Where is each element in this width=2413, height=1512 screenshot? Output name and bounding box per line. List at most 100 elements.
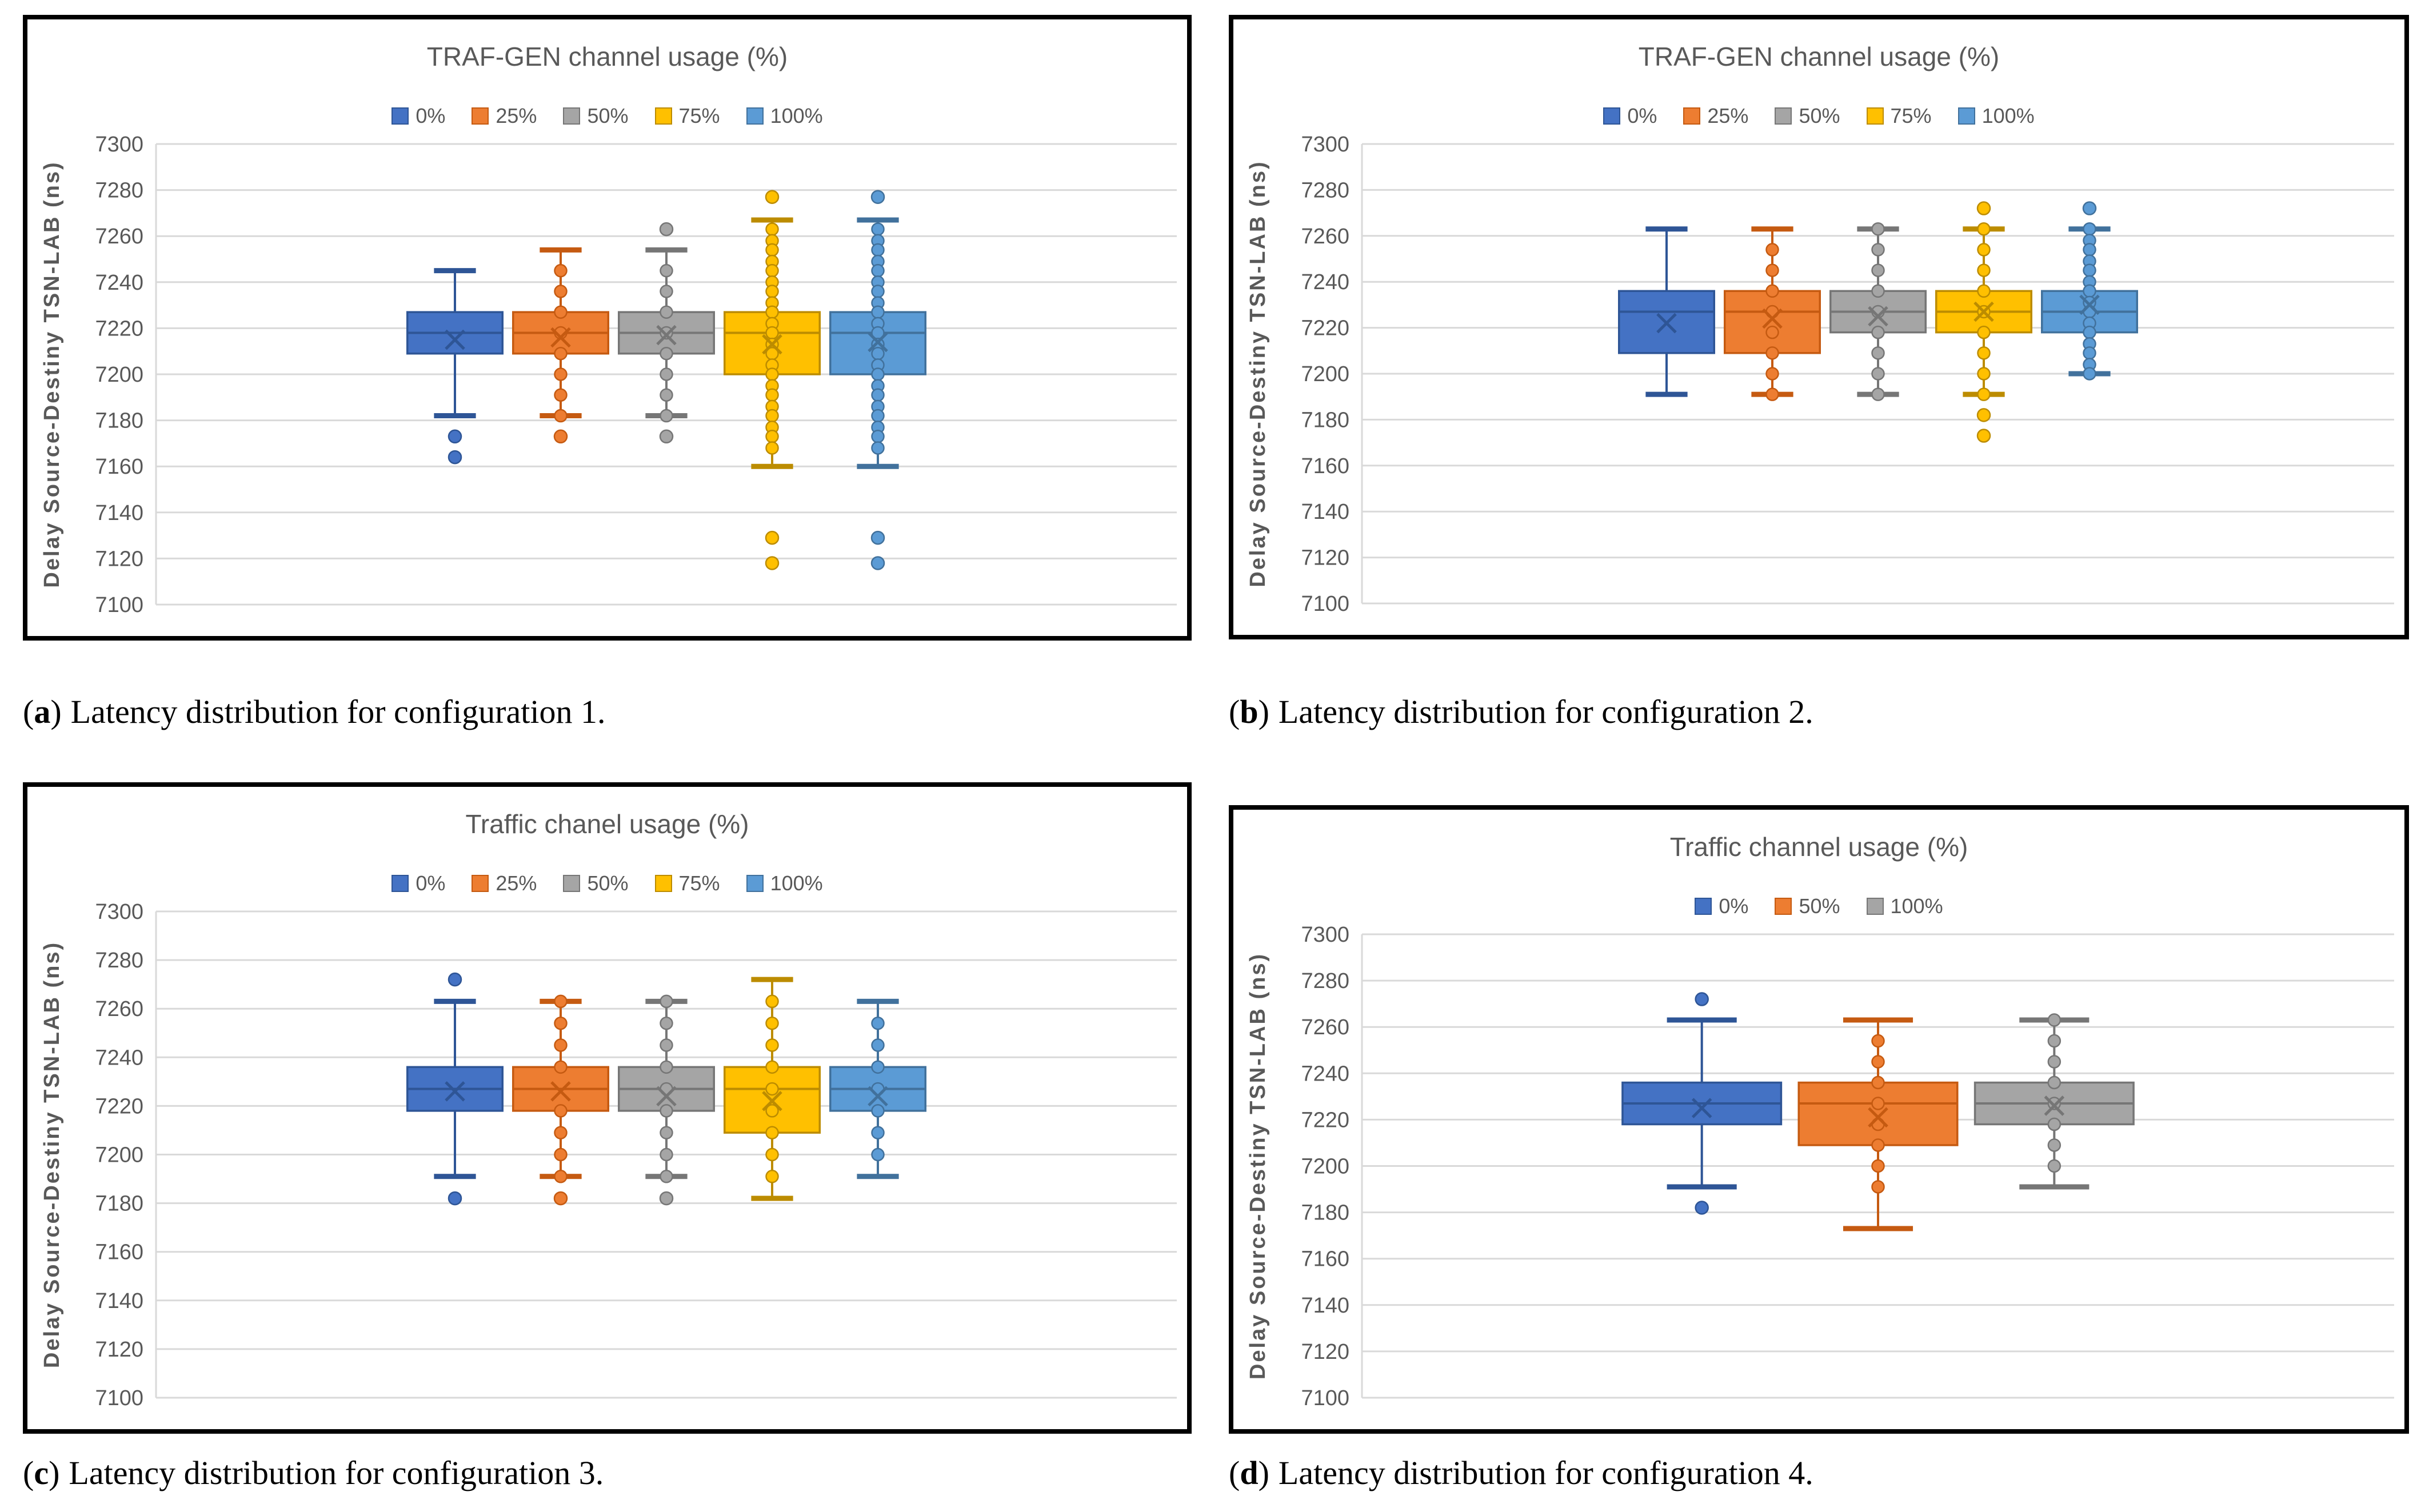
legend: 0% 25% 50% 75% 100% — [1233, 104, 2404, 128]
y-axis-title: Delay Source-Destiny TSN-LAB (ns) — [1246, 160, 1270, 587]
data-point — [765, 441, 779, 455]
y-tick-label: 7240 — [1301, 1062, 1349, 1086]
chart-panel-d: Traffic channel usage (%) 0% 50% 100% 7300… — [1229, 805, 2409, 1434]
data-point — [765, 1147, 779, 1162]
y-tick-label: 7300 — [95, 133, 143, 157]
data-point — [660, 1126, 673, 1139]
mean-marker — [1868, 306, 1888, 327]
chart-panel-a: TRAF-GEN channel usage (%) 0% 25% 50% 75% 10… — [23, 15, 1192, 641]
figure-caption-c: (c) Latency distribution for configuratio… — [23, 1454, 1192, 1492]
legend-item: 50% — [563, 871, 629, 895]
data-point — [2083, 346, 2096, 360]
data-point — [765, 367, 779, 381]
data-point — [2083, 325, 2096, 339]
outlier-point — [659, 222, 674, 237]
data-point — [1871, 1097, 1885, 1110]
y-tick-label: 7200 — [1301, 1155, 1349, 1179]
data-point — [871, 222, 885, 236]
legend-swatch — [1775, 107, 1792, 125]
data-point — [765, 263, 779, 278]
chart-title: TRAF-GEN channel usage (%) — [1638, 42, 2000, 71]
data-point — [2083, 222, 2096, 236]
data-point — [871, 430, 885, 443]
legend-swatch — [1775, 898, 1792, 915]
data-point — [871, 285, 885, 298]
legend-item: 0% — [1603, 104, 1657, 128]
mean-marker — [445, 1081, 465, 1102]
legend-item: 100% — [1866, 894, 1943, 918]
data-point — [871, 441, 885, 455]
data-point — [765, 285, 779, 298]
figure-caption-d: (d) Latency distribution for configuratio… — [1229, 1454, 2409, 1492]
data-point — [765, 1016, 779, 1030]
data-point — [660, 1060, 673, 1074]
y-tick-label: 7220 — [1301, 317, 1349, 341]
data-point — [765, 1038, 779, 1052]
data-point — [554, 1016, 568, 1030]
legend-label: 0% — [1719, 894, 1749, 918]
caption-text: Latency distribution for configuration 1… — [70, 693, 606, 730]
legend-swatch — [1866, 107, 1884, 125]
plot-area: 7300 7280 7260 7240 7220 7200 7180 7160 7140 7120… — [1246, 923, 2394, 1410]
figure-caption-a: (a) Latency distribution for configuratio… — [23, 693, 1192, 731]
legend-item: 100% — [746, 871, 823, 895]
caption-paren: ) — [1258, 1454, 1269, 1491]
data-point — [1871, 367, 1885, 381]
y-tick-label: 7280 — [95, 949, 143, 973]
y-tick-label: 7280 — [95, 179, 143, 203]
y-tick-label: 7160 — [1301, 454, 1349, 478]
data-point — [1871, 1159, 1885, 1173]
legend-item: 50% — [1775, 894, 1840, 918]
data-point — [1765, 284, 1779, 298]
legend: 0% 25% 50% 75% 100% — [27, 104, 1187, 128]
y-tick-label: 7180 — [95, 409, 143, 433]
data-point — [765, 326, 779, 340]
y-tick-label: 7200 — [95, 1143, 143, 1167]
y-tick-label: 7220 — [95, 1094, 143, 1118]
data-point — [871, 1104, 885, 1118]
outlier-point — [1976, 408, 1991, 422]
legend-swatch — [472, 107, 489, 125]
data-point — [1871, 387, 1885, 401]
data-point — [660, 1104, 673, 1118]
legend-label: 25% — [496, 871, 537, 895]
data-point — [2083, 263, 2096, 277]
mean-marker — [2079, 294, 2100, 315]
plot-area: 7300 7280 7260 7240 7220 7200 7180 7160 7140 7120… — [40, 900, 1177, 1410]
y-tick-label: 7240 — [1301, 270, 1349, 294]
data-point — [2083, 284, 2096, 298]
legend-swatch — [1866, 898, 1884, 915]
outlier-point — [1695, 992, 1709, 1006]
data-point — [554, 1038, 568, 1052]
legend-item: 75% — [654, 104, 720, 128]
y-axis-title: Delay Source-Destiny TSN-LAB (ns) — [40, 161, 64, 587]
legend-label: 25% — [1707, 104, 1749, 127]
data-point — [660, 305, 673, 319]
data-point — [554, 263, 568, 278]
data-point — [2047, 1075, 2062, 1090]
legend-label: 50% — [1799, 104, 1840, 127]
data-point — [2047, 1055, 2062, 1069]
data-point — [554, 1104, 568, 1118]
y-tick-label: 7100 — [95, 1386, 143, 1410]
data-point — [871, 1060, 885, 1074]
legend-label: 75% — [678, 104, 720, 127]
mean-marker — [868, 1086, 888, 1107]
data-point — [1765, 325, 1779, 339]
data-point — [765, 388, 779, 402]
data-point — [765, 430, 779, 443]
data-point — [871, 1147, 885, 1162]
caption-paren: ) — [1258, 693, 1269, 730]
data-point — [554, 346, 568, 361]
y-tick-label: 7120 — [95, 1338, 143, 1362]
data-point — [554, 1060, 568, 1074]
legend-item: 75% — [654, 871, 720, 895]
data-point — [660, 346, 673, 361]
caption-paren: ( — [23, 693, 34, 730]
outlier-point — [870, 190, 885, 204]
data-point — [1765, 263, 1779, 277]
data-point — [1871, 222, 1885, 236]
legend-swatch — [1683, 107, 1701, 125]
legend-label: 0% — [416, 871, 446, 895]
mean-marker — [1691, 1098, 1712, 1118]
